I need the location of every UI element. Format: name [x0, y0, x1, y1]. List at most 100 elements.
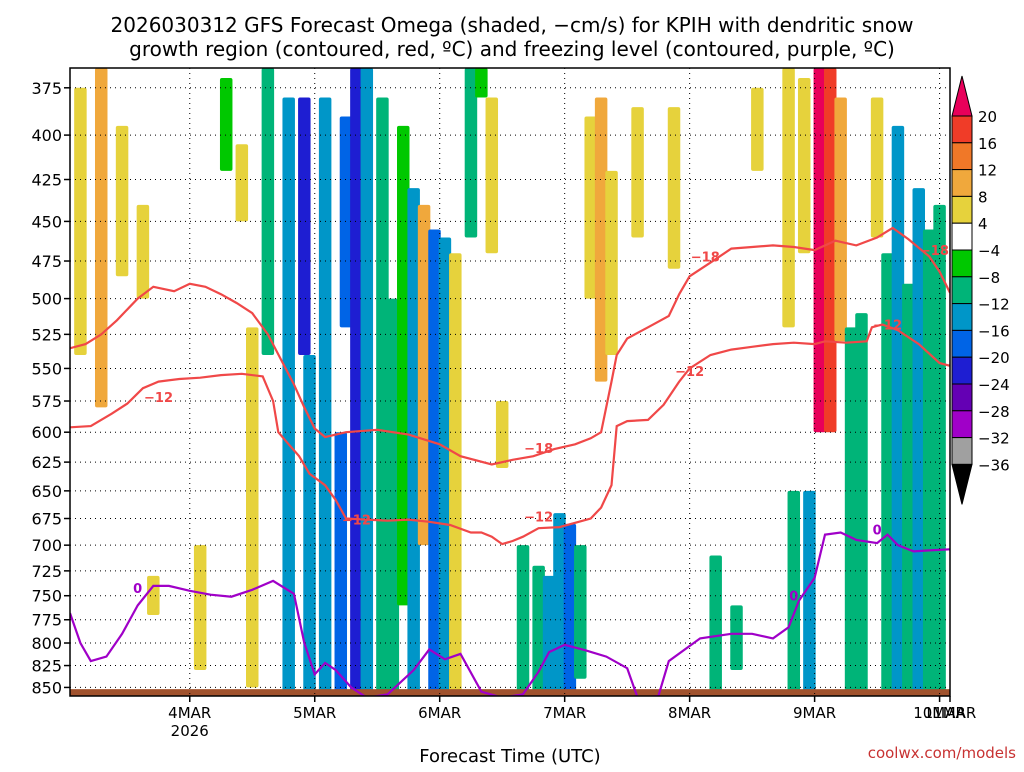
omega-band-35 [574, 545, 587, 679]
colorbar-label-3: 8 [978, 188, 988, 206]
x-tick-label-4: 8MAR [668, 704, 711, 722]
omega-band-5 [193, 545, 207, 670]
x-tick-label-3: 7MAR [543, 704, 586, 722]
y-tick-label-19: 850 [31, 678, 62, 697]
contour-label-0-3: −12 [675, 365, 704, 380]
omega-band-43 [751, 87, 764, 171]
omega-band-2 [115, 125, 129, 277]
omega-band-11 [298, 97, 311, 356]
omega-band-51 [844, 327, 858, 696]
omega-band-17 [360, 68, 374, 696]
omega-band-59 [933, 204, 946, 696]
colorbar-bottom-arrow [951, 463, 973, 505]
omega-band-6 [219, 77, 233, 171]
x-tick-label-7: 11MAR [924, 704, 977, 722]
contour-line-0 [70, 323, 950, 546]
omega-band-40 [667, 107, 681, 269]
y-tick-label-4: 475 [31, 252, 62, 271]
contour-label-1-2: −18 [920, 244, 949, 259]
y-tick-label-17: 800 [31, 634, 62, 653]
contour-label-1-1: −18 [691, 250, 720, 265]
colorbar-segment-3 [951, 169, 973, 197]
y-tick-label-18: 825 [31, 657, 62, 676]
chart-title: 2026030312 GFS Forecast Omega (shaded, −… [111, 13, 914, 37]
omega-band-18 [376, 97, 389, 696]
y-tick-label-8: 575 [31, 392, 62, 411]
omega-band-45 [787, 490, 801, 696]
omega-band-56 [902, 283, 915, 696]
x-tick-label-6: 10MAR [913, 704, 966, 722]
colorbar-segment-2 [951, 142, 973, 171]
contour-label-2-2: 0 [873, 523, 882, 538]
colorbar-segment-10 [951, 356, 973, 385]
contour-label-2-1: 0 [789, 590, 798, 605]
omega-band-8 [246, 327, 259, 688]
omega-band-24 [438, 237, 452, 696]
ground-fill [70, 689, 950, 696]
omega-band-19 [386, 298, 400, 696]
omega-band-28 [485, 97, 499, 254]
x-tick-label-0: 4MAR [168, 704, 211, 722]
omega-band-7 [235, 144, 249, 222]
y-tick-label-1: 400 [31, 126, 62, 145]
omega-band-38 [605, 170, 618, 356]
omega-band-46 [797, 77, 811, 254]
y-axis-ticks: 375 400 425 450 475 500 525 550 575 600 625 650 675 7… [31, 79, 70, 697]
credit-text: coolwx.com/models [868, 744, 1016, 762]
y-tick-label-7: 550 [31, 359, 62, 378]
omega-band-23 [428, 229, 441, 696]
omega-band-44 [782, 68, 795, 328]
omega-band-30 [516, 545, 530, 696]
omega-band-54 [881, 253, 894, 696]
omega-band-42 [730, 605, 743, 670]
colorbar-label-8: −16 [978, 322, 1010, 340]
y-tick-label-16: 775 [31, 611, 62, 630]
omega-band-55 [891, 125, 905, 696]
colorbar-label-10: −24 [978, 376, 1010, 394]
omega-band-1 [94, 68, 108, 408]
omega-band-33 [553, 513, 566, 696]
colorbar-segment-9 [951, 329, 973, 358]
colorbar-segment-4 [951, 195, 973, 224]
ground-terrain [70, 689, 950, 696]
y-tick-label-9: 600 [31, 423, 62, 442]
y-tick-label-14: 725 [31, 562, 62, 581]
colorbar-label-5: −4 [978, 242, 1000, 260]
omega-band-31 [532, 565, 545, 696]
colorbar-label-2: 12 [978, 162, 997, 180]
omega-band-50 [834, 97, 847, 342]
omega-band-20 [397, 125, 410, 606]
x-tick-label-5: 9MAR [793, 704, 836, 722]
omega-band-58 [922, 229, 936, 696]
colorbar-segment-8 [951, 303, 973, 331]
colorbar-segment-7 [951, 276, 973, 305]
colorbar-segment-12 [951, 410, 973, 439]
contour-line-1 [70, 226, 950, 466]
colorbar-segment-5 [951, 222, 973, 251]
omega-band-25 [449, 253, 462, 696]
x-axis-title: Forecast Time (UTC) [419, 746, 600, 767]
y-tick-label-2: 425 [31, 171, 62, 190]
x-tick-sublabel-0: 2026 [171, 722, 209, 740]
colorbar-label-12: −32 [978, 430, 1010, 448]
contour-label-2-0: 0 [133, 582, 142, 597]
omega-band-12 [303, 355, 316, 696]
contour-line-2 [70, 531, 950, 696]
omega-band-4 [147, 575, 160, 615]
omega-shading [74, 68, 946, 696]
omega-band-37 [594, 97, 608, 382]
contour-label-0-2: −12 [524, 510, 553, 525]
x-tick-label-1: 5MAR [293, 704, 336, 722]
plot-area: −12 −12 −12 −12 −12 −18 −18 −18 0 0 0 [70, 68, 950, 696]
chart-subtitle: growth region (contoured, red, ºC) and f… [129, 37, 895, 61]
colorbar-label-1: 16 [978, 135, 997, 153]
colorbar-label-7: −12 [978, 296, 1010, 314]
omega-band-52 [855, 313, 868, 696]
omega-band-15 [339, 116, 353, 328]
colorbar-label-0: 20 [978, 108, 997, 126]
colorbar-segment-11 [951, 383, 973, 412]
omega-band-36 [584, 116, 597, 299]
omega-band-27 [475, 68, 488, 98]
